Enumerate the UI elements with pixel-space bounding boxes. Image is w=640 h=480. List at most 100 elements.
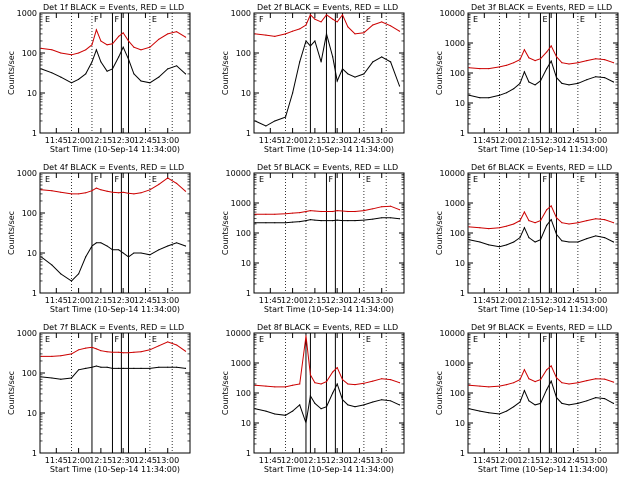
y-tick-label: 100 — [450, 389, 465, 398]
events-point — [612, 402, 615, 404]
events-point — [325, 33, 328, 35]
x-axis-label: Start Time (10-Sep-14 11:34:00) — [50, 465, 180, 474]
marker-letter: F — [328, 175, 333, 184]
events-point — [546, 224, 548, 226]
events-point — [118, 249, 120, 251]
y-tick-label: 1000 — [231, 9, 251, 18]
lld-point — [158, 38, 160, 40]
events-point — [479, 97, 481, 99]
events-point — [176, 366, 178, 368]
lld-point — [184, 190, 187, 192]
events-point — [299, 221, 301, 223]
events-point — [158, 366, 160, 368]
events-point — [85, 73, 87, 75]
events-point — [95, 365, 97, 367]
lld-point — [184, 36, 187, 38]
y-tick-label: 10000 — [440, 9, 465, 18]
events-point — [612, 241, 615, 243]
y-tick-label: 10000 — [440, 169, 465, 178]
lld-point — [167, 33, 169, 35]
lld-point — [372, 208, 374, 210]
lld-point — [111, 43, 114, 45]
lld-point — [106, 351, 108, 353]
x-tick-label: 12:15 — [303, 296, 326, 305]
events-line — [255, 217, 400, 224]
lld-point — [299, 383, 301, 385]
lld-point — [91, 44, 93, 46]
lld-point — [498, 385, 501, 387]
lld-point — [498, 66, 501, 68]
events-point — [479, 410, 481, 412]
lld-point — [320, 21, 322, 23]
lld-point — [133, 193, 135, 195]
lld-point — [60, 52, 62, 54]
events-point — [546, 389, 548, 391]
lld-point — [70, 193, 73, 195]
marker-letter: E — [580, 175, 585, 184]
lld-point — [122, 191, 124, 193]
y-tick-label: 10000 — [226, 169, 251, 178]
lld-point — [341, 210, 344, 212]
plot-frame — [467, 332, 619, 454]
lld-point — [550, 205, 552, 207]
events-point — [111, 367, 114, 369]
lld-point — [284, 33, 287, 35]
events-point — [305, 422, 307, 424]
plot-frame — [253, 172, 405, 294]
marker-letter: E — [259, 175, 264, 184]
lld-point — [539, 379, 542, 381]
lld-point — [468, 226, 470, 228]
lld-point — [325, 381, 328, 383]
events-point — [254, 408, 256, 410]
lld-point — [305, 24, 307, 26]
events-point — [381, 217, 383, 219]
detector-panel-2: Det 2f BLACK = Events, RED = LLD 1 10 100 10… — [221, 3, 405, 154]
x-tick-label: 12:00 — [495, 136, 518, 145]
events-point — [158, 249, 160, 251]
x-tick-label: 13:00 — [584, 456, 607, 465]
events-point — [305, 40, 307, 42]
events-point — [274, 413, 276, 415]
lld-point — [314, 210, 316, 212]
lld-point — [118, 351, 120, 353]
events-point — [354, 406, 356, 408]
y-tick-label: 1 — [32, 449, 37, 458]
lld-point — [561, 222, 563, 224]
lld-point — [265, 385, 267, 387]
lld-point — [336, 21, 338, 23]
events-point — [577, 241, 579, 243]
marker-letter: E — [45, 175, 50, 184]
events-point — [78, 78, 80, 80]
lld-point — [363, 32, 365, 34]
events-point — [111, 249, 114, 251]
events-point — [70, 377, 73, 379]
detector-panel-9: Det 9f BLACK = Events, RED = LLD 1 10 100 10… — [435, 323, 619, 474]
events-point — [314, 40, 316, 42]
events-point — [274, 222, 276, 224]
events-point — [577, 402, 579, 404]
lld-point — [299, 28, 301, 30]
lld-point — [390, 25, 392, 27]
events-point — [118, 367, 120, 369]
events-point — [347, 73, 349, 75]
events-point — [95, 242, 97, 244]
events-point — [555, 397, 558, 399]
events-point — [127, 367, 130, 369]
events-point — [332, 220, 334, 222]
events-point — [528, 237, 530, 239]
plot-frame — [467, 12, 619, 134]
marker-letter: F — [94, 335, 99, 344]
events-point — [133, 367, 135, 369]
lld-point — [284, 213, 287, 215]
marker-letter: F — [94, 175, 99, 184]
marker-letter: E — [152, 335, 157, 344]
events-point — [70, 280, 73, 282]
lld-point — [111, 191, 114, 193]
lld-point — [347, 210, 349, 213]
lld-point — [528, 378, 530, 380]
x-tick-label: 12:30 — [540, 296, 563, 305]
events-point — [85, 367, 87, 369]
detector-panel-7: Det 7f BLACK = Events, RED = LLD 1 10 100 10… — [7, 323, 191, 474]
events-point — [390, 400, 392, 402]
events-line — [469, 59, 614, 99]
